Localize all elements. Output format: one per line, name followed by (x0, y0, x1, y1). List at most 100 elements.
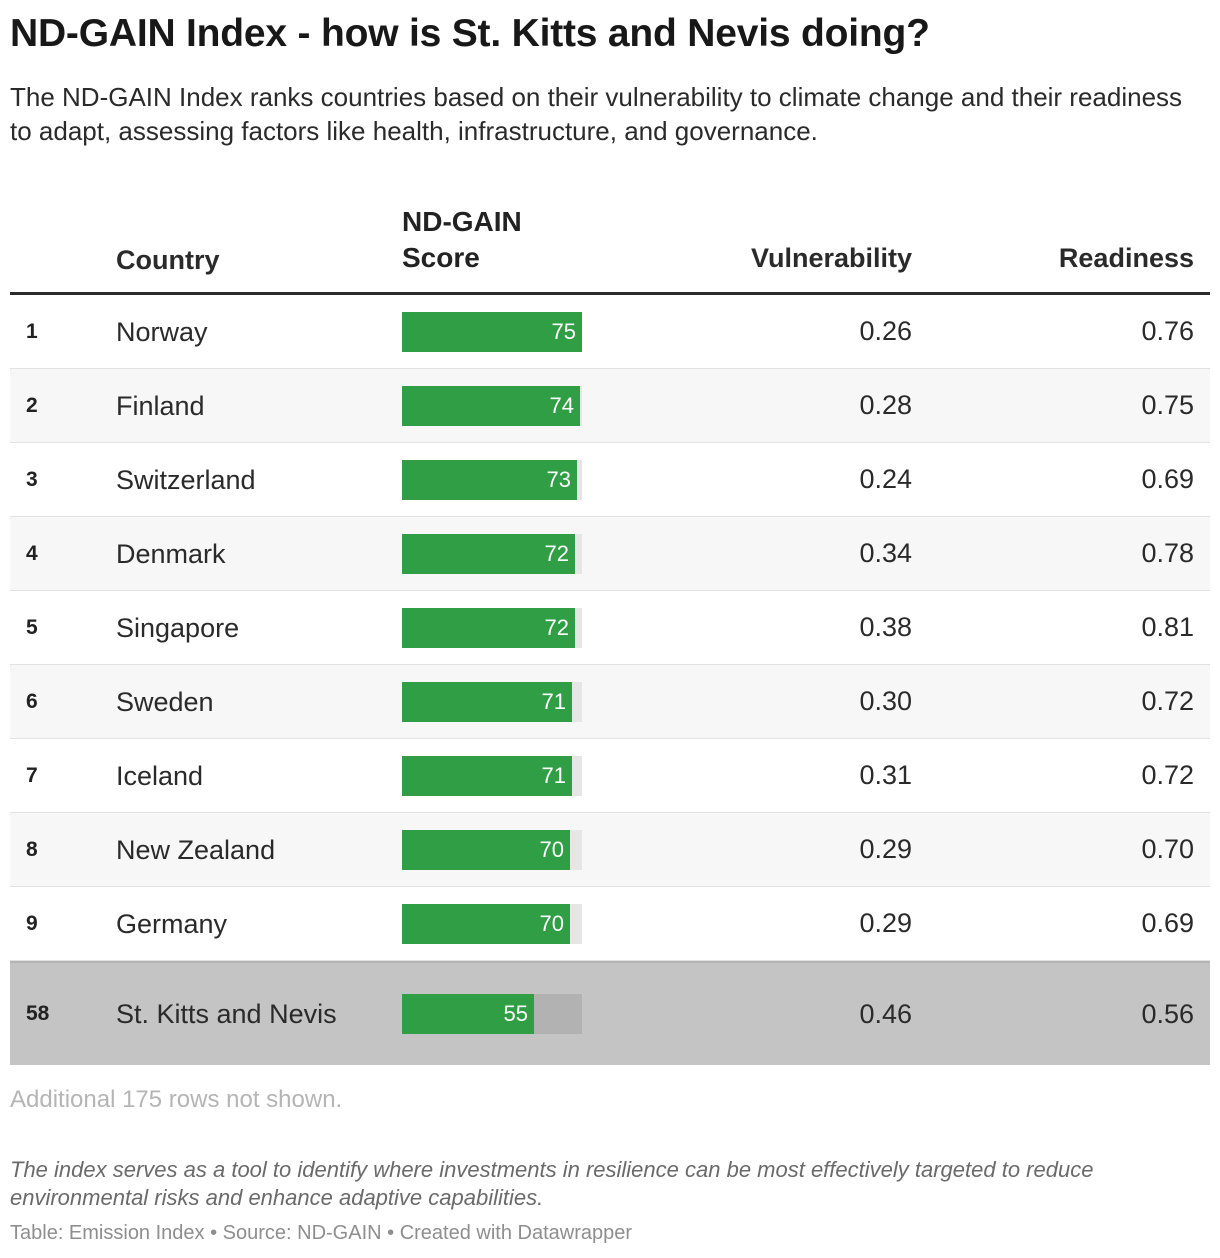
score-bar-label: 71 (541, 688, 566, 714)
rank-cell: 8 (26, 837, 38, 861)
score-cell: 75 (402, 295, 582, 368)
table-row: 1 Norway 75 0.26 0.76 (10, 295, 1210, 369)
readiness-cell: 0.81 (1141, 612, 1194, 642)
country-cell: Iceland (116, 760, 204, 791)
table-row: 9 Germany 70 0.29 0.69 (10, 887, 1210, 961)
column-header-score[interactable]: ND-GAIN Score (402, 206, 522, 273)
score-bar (402, 607, 575, 648)
score-bar (402, 755, 572, 796)
score-cell: 70 (402, 813, 582, 886)
rank-cell: 9 (26, 911, 38, 935)
score-bar-track: 72 (402, 533, 582, 574)
table-row: 2 Finland 74 0.28 0.75 (10, 369, 1210, 443)
score-cell: 55 (402, 963, 582, 1065)
country-cell: Denmark (116, 538, 226, 569)
table-row: 4 Denmark 72 0.34 0.78 (10, 517, 1210, 591)
score-cell: 73 (402, 443, 582, 516)
country-cell: St. Kitts and Nevis (116, 999, 337, 1029)
score-cell: 72 (402, 591, 582, 664)
column-header-readiness[interactable]: Readiness (1058, 243, 1194, 273)
score-bar-label: 72 (544, 614, 569, 640)
score-cell: 70 (402, 887, 582, 960)
score-bar-track: 70 (402, 829, 582, 870)
vulnerability-cell: 0.30 (859, 686, 912, 716)
vulnerability-cell: 0.29 (859, 908, 912, 938)
score-bar (402, 903, 570, 944)
country-cell: Finland (116, 390, 205, 421)
chart-note: The index serves as a tool to identify w… (10, 1157, 1094, 1210)
chart-title: ND-GAIN Index - how is St. Kitts and Nev… (10, 12, 930, 55)
score-bar-label: 71 (541, 762, 566, 788)
rank-cell: 3 (26, 467, 38, 491)
score-bar-track: 74 (402, 385, 582, 426)
score-bar-track: 72 (402, 607, 582, 648)
readiness-cell: 0.76 (1141, 316, 1194, 346)
score-bar-track: 73 (402, 459, 582, 500)
score-bar (402, 459, 577, 500)
score-bar (402, 829, 570, 870)
vulnerability-cell: 0.28 (859, 390, 912, 420)
table-body: 1 Norway 75 0.26 0.76 2 Finland 74 0.28 0.75 3 Swit… (10, 295, 1210, 1065)
table-row: 6 Sweden 71 0.30 0.72 (10, 665, 1210, 739)
rank-cell: 7 (26, 763, 38, 787)
rank-cell: 1 (26, 319, 38, 343)
rank-cell: 6 (26, 689, 38, 713)
header-divider (10, 292, 1210, 295)
score-bar-track: 75 (402, 311, 582, 352)
chart-footer: Table: Emission Index • Source: ND-GAIN … (10, 1222, 633, 1244)
score-bar (402, 311, 582, 352)
score-bar (402, 533, 575, 574)
score-bar-label: 75 (551, 318, 576, 344)
rank-cell: 4 (26, 541, 38, 565)
score-bar (402, 994, 534, 1034)
score-bar-track: 70 (402, 903, 582, 944)
vulnerability-cell: 0.34 (859, 538, 912, 568)
vulnerability-cell: 0.29 (859, 834, 912, 864)
vulnerability-cell: 0.24 (859, 464, 912, 494)
readiness-cell: 0.70 (1141, 834, 1194, 864)
score-bar (402, 681, 572, 722)
table-row: 3 Switzerland 73 0.24 0.69 (10, 443, 1210, 517)
score-bar-label: 70 (539, 910, 564, 936)
readiness-cell: 0.69 (1141, 908, 1194, 938)
score-bar (402, 385, 580, 426)
score-cell: 72 (402, 517, 582, 590)
country-cell: Switzerland (116, 464, 256, 495)
readiness-cell: 0.69 (1141, 464, 1194, 494)
score-bar-label: 72 (544, 540, 569, 566)
table-row: 7 Iceland 71 0.31 0.72 (10, 739, 1210, 813)
country-cell: Sweden (116, 686, 214, 717)
country-cell: Singapore (116, 612, 240, 643)
readiness-cell: 0.72 (1141, 760, 1194, 790)
score-bar-label: 74 (549, 392, 574, 418)
rank-cell: 5 (26, 615, 38, 639)
more-rows-note: Additional 175 rows not shown. (10, 1086, 343, 1113)
table-row: 5 Singapore 72 0.38 0.81 (10, 591, 1210, 665)
country-cell: Germany (116, 908, 228, 939)
vulnerability-cell: 0.26 (859, 316, 912, 346)
vulnerability-cell: 0.46 (859, 998, 912, 1029)
score-bar-label: 55 (503, 1001, 528, 1026)
column-header-country[interactable]: Country (116, 245, 220, 275)
score-bar-track: 55 (402, 994, 582, 1034)
score-cell: 74 (402, 369, 582, 442)
score-bar-track: 71 (402, 681, 582, 722)
vulnerability-cell: 0.31 (859, 760, 912, 790)
readiness-cell: 0.75 (1141, 390, 1194, 420)
readiness-cell: 0.78 (1141, 538, 1194, 568)
column-header-vulnerability[interactable]: Vulnerability (750, 243, 912, 273)
score-cell: 71 (402, 665, 582, 738)
country-cell: Norway (116, 316, 208, 347)
table-row-highlighted: 58 St. Kitts and Nevis 55 0.46 0.56 (10, 961, 1210, 1065)
chart-subtitle: The ND-GAIN Index ranks countries based … (10, 82, 1183, 146)
rank-cell: 58 (26, 1002, 50, 1025)
readiness-cell: 0.56 (1141, 998, 1194, 1029)
score-cell: 71 (402, 739, 582, 812)
rank-cell: 2 (26, 393, 38, 417)
score-bar-label: 70 (539, 836, 564, 862)
score-bar-track: 71 (402, 755, 582, 796)
readiness-cell: 0.72 (1141, 686, 1194, 716)
table-header: Country ND-GAIN Score Vulnerability Read… (10, 200, 1210, 292)
country-cell: New Zealand (116, 834, 276, 865)
vulnerability-cell: 0.38 (859, 612, 912, 642)
